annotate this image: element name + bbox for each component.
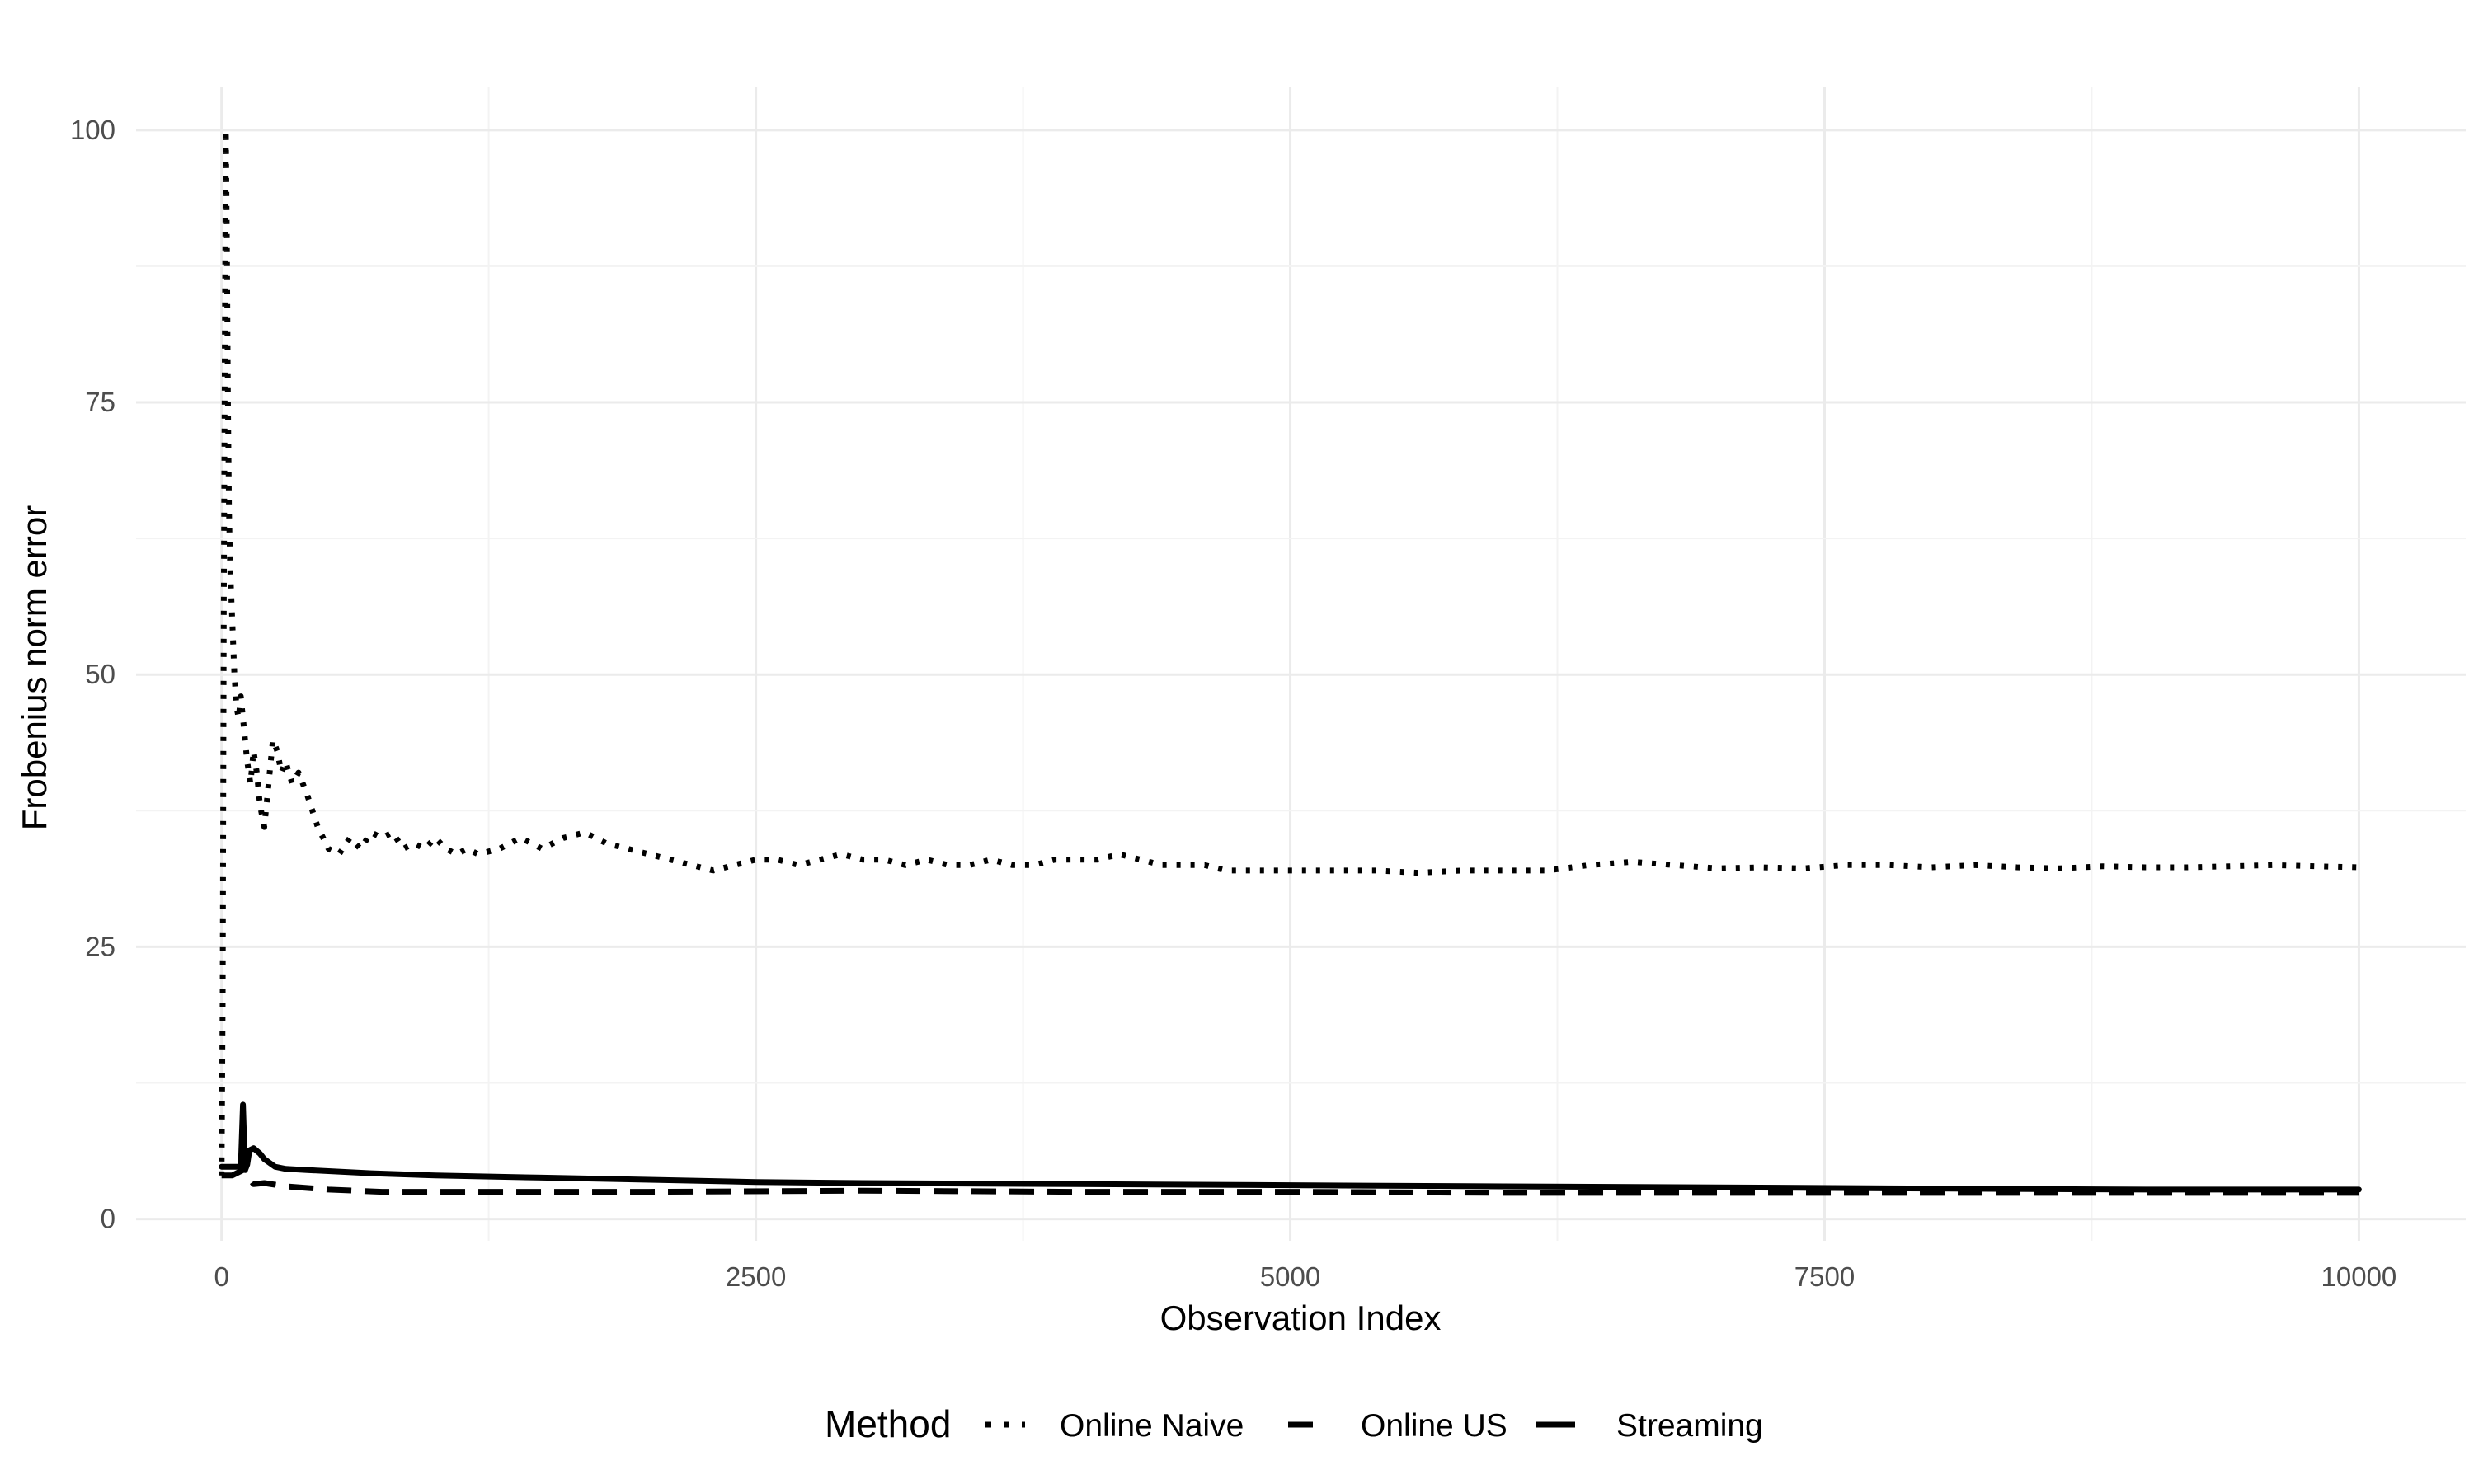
legend-label: Streaming <box>1616 1408 1763 1444</box>
series-line-streaming <box>219 1101 2362 1193</box>
x-tick-label: 2500 <box>726 1261 786 1292</box>
x-tick-label: 10000 <box>2321 1261 2397 1292</box>
y-tick-label: 0 <box>101 1204 115 1234</box>
y-tick-label: 100 <box>70 115 115 145</box>
series-line-online-naive <box>219 127 2359 1176</box>
y-tick-label: 25 <box>85 931 115 961</box>
grid <box>136 87 2466 1241</box>
x-tick-label: 7500 <box>1794 1261 1855 1292</box>
x-tick-label: 5000 <box>1260 1261 1320 1292</box>
legend-item-online-naive: Online Naive <box>985 1408 1244 1444</box>
y-axis-tick-labels: 0 25 50 75 100 <box>70 115 115 1234</box>
legend-items: Online Naive Online US Streaming <box>985 1408 1763 1444</box>
legend-item-online-us: Online US <box>1288 1408 1507 1444</box>
y-tick-label: 75 <box>85 387 115 417</box>
y-tick-label: 50 <box>85 659 115 689</box>
legend-label: Online US <box>1361 1408 1507 1444</box>
legend-item-streaming: Streaming <box>1536 1408 1763 1444</box>
legend-label: Online Naive <box>1060 1408 1244 1444</box>
series-line-online-us <box>221 1167 2359 1196</box>
x-axis-tick-labels: 0 2500 5000 7500 10000 <box>214 1261 2396 1292</box>
x-tick-label: 0 <box>214 1261 228 1292</box>
y-axis-title: Frobenius norm error <box>15 505 54 830</box>
x-axis-title: Observation Index <box>1160 1298 1442 1337</box>
legend: Method Online Naive Online US Streaming <box>825 1402 1763 1445</box>
legend-title: Method <box>825 1402 951 1445</box>
series-lines <box>219 127 2362 1196</box>
